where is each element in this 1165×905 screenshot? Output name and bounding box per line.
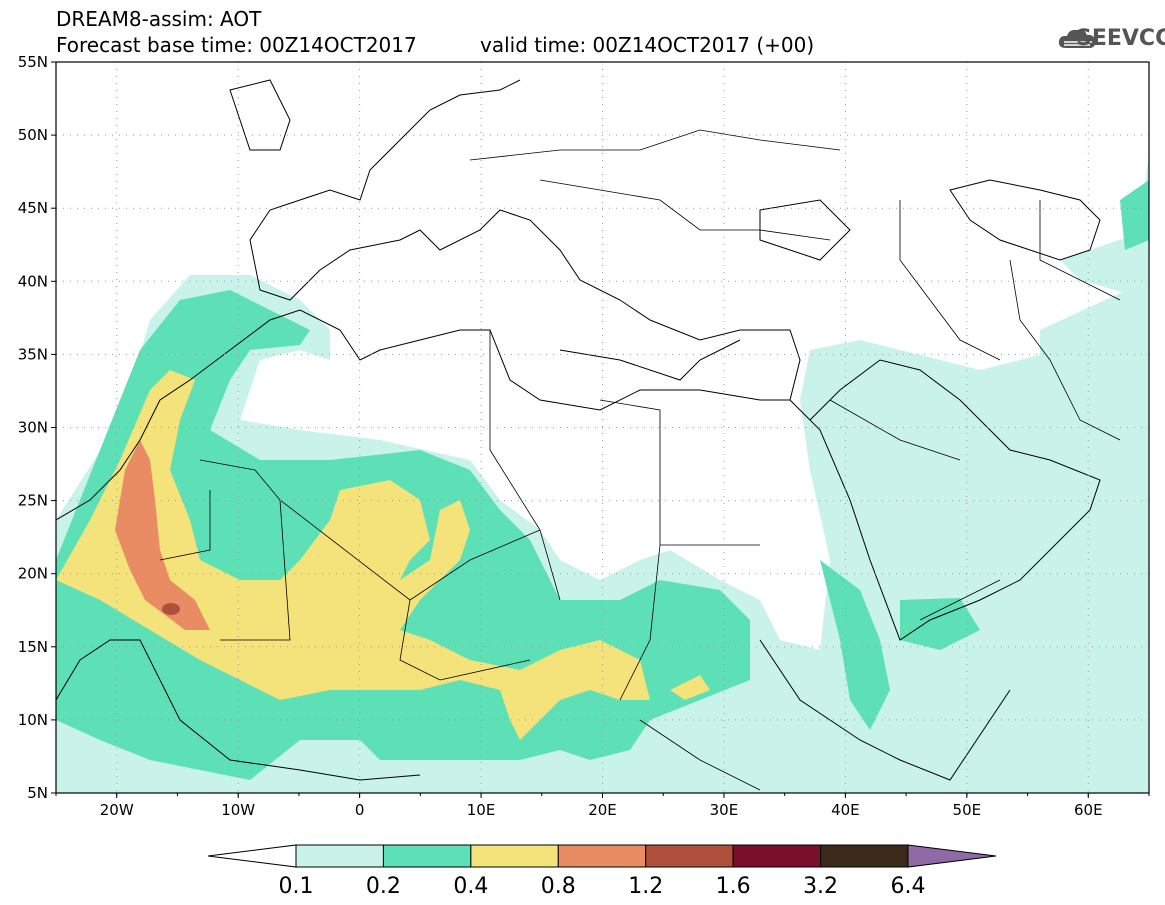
colorbar-label: 3.2 <box>803 874 838 899</box>
axis-ticks <box>51 61 1150 798</box>
colorbar-swatch <box>820 844 909 868</box>
lat-label: 30N <box>18 419 48 437</box>
longitude-labels: 20W 10W 0 10E 20E 30E 40E 50E 60E <box>100 801 1103 819</box>
lon-label: 50E <box>953 801 982 819</box>
lon-label: 30E <box>710 801 739 819</box>
lat-label: 10N <box>18 711 48 729</box>
colorbar-label: 1.2 <box>628 874 663 899</box>
lon-label: 0 <box>355 801 365 819</box>
lon-label: 60E <box>1074 801 1103 819</box>
logo-text: SEEVCCC <box>1076 26 1165 51</box>
lat-label: 15N <box>18 638 48 656</box>
lon-label: 10E <box>467 801 496 819</box>
valid-time: valid time: 00Z14OCT2017 (+00) <box>480 33 815 57</box>
colorbar-under-triangle <box>207 844 297 868</box>
lat-label: 45N <box>18 199 48 217</box>
lat-label: 5N <box>27 784 48 802</box>
colorbar: 0.1 0.2 0.4 0.8 1.2 1.6 3.2 6.4 <box>207 844 997 899</box>
lat-label: 20N <box>18 565 48 583</box>
country-borders <box>159 129 1121 791</box>
lon-label: 10W <box>221 801 255 819</box>
aot-field <box>56 150 1149 793</box>
forecast-base-time: Forecast base time: 00Z14OCT2017 <box>56 33 417 57</box>
lat-label: 55N <box>18 53 48 71</box>
colorbar-swatch <box>557 844 647 868</box>
colorbar-swatch <box>295 844 384 868</box>
colorbar-label: 0.1 <box>279 874 314 899</box>
graticule <box>56 62 1149 793</box>
lat-label: 35N <box>18 345 48 363</box>
coastlines <box>56 79 1101 781</box>
lon-label: 20E <box>588 801 617 819</box>
colorbar-label: 6.4 <box>891 874 926 899</box>
lon-label: 40E <box>831 801 860 819</box>
colorbar-label: 0.2 <box>366 874 401 899</box>
aot-level-0.8 <box>115 440 210 630</box>
cloud-logo-icon <box>1058 29 1096 48</box>
aot-level-0.4 <box>56 370 710 740</box>
colorbar-swatch <box>470 844 559 868</box>
colorbar-over-triangle <box>907 844 997 868</box>
lat-label: 50N <box>18 126 48 144</box>
latitude-labels: 55N 50N 45N 40N 35N 30N 25N 20N 15N 10N 5N <box>18 53 48 802</box>
lon-label: 20W <box>100 801 134 819</box>
aot-level-1.2 <box>162 603 180 615</box>
colorbar-label: 0.4 <box>453 874 488 899</box>
colorbar-swatch <box>382 844 472 868</box>
colorbar-label: 1.6 <box>716 874 751 899</box>
colorbar-label: 0.8 <box>541 874 576 899</box>
map-title: DREAM8-assim: AOT <box>56 7 262 31</box>
colorbar-swatch <box>732 844 822 868</box>
colorbar-swatch <box>645 844 734 868</box>
lat-label: 40N <box>18 272 48 290</box>
lat-label: 25N <box>18 492 48 510</box>
